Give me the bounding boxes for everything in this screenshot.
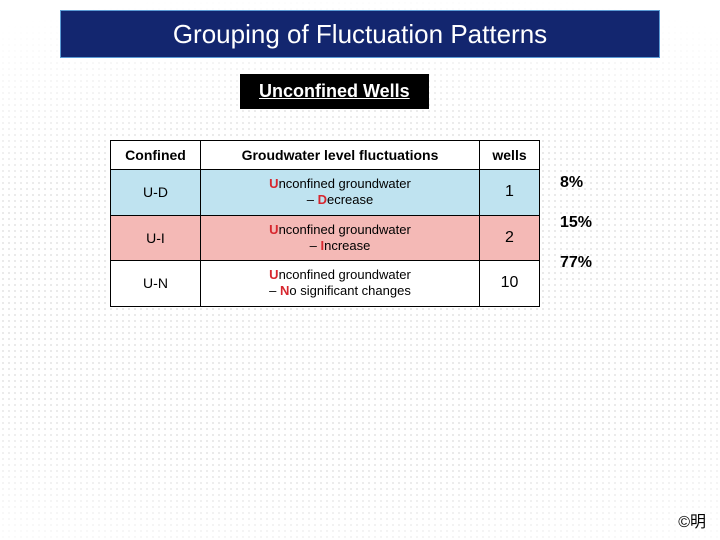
subtitle-box: Unconfined Wells xyxy=(240,74,429,109)
cell-code: U-N xyxy=(111,261,201,307)
th-fluctuations: Groudwater level fluctuations xyxy=(201,141,480,170)
title-bar: Grouping of Fluctuation Patterns xyxy=(60,10,660,58)
cell-wells: 10 xyxy=(480,261,540,307)
highlight-letter: U xyxy=(269,176,278,191)
desc-text: ecrease xyxy=(327,192,373,207)
th-confined: Confined xyxy=(111,141,201,170)
desc-dash: – xyxy=(269,283,280,298)
subtitle-text: Unconfined Wells xyxy=(259,81,410,101)
th-wells: wells xyxy=(480,141,540,170)
cell-wells: 2 xyxy=(480,215,540,261)
desc-text: nconfined groundwater xyxy=(279,267,411,282)
title-text: Grouping of Fluctuation Patterns xyxy=(173,19,547,50)
percent-row-0: 8% xyxy=(560,174,583,192)
table-header-row: Confined Groudwater level fluctuations w… xyxy=(111,141,540,170)
desc-text: ncrease xyxy=(324,238,370,253)
cell-description: Unconfined groundwater – No significant … xyxy=(201,261,480,307)
highlight-letter: D xyxy=(318,192,327,207)
cell-description: Unconfined groundwater – Increase xyxy=(201,215,480,261)
table-row: U-NUnconfined groundwater – No significa… xyxy=(111,261,540,307)
desc-dash: – xyxy=(307,192,318,207)
highlight-letter: U xyxy=(269,267,278,282)
cell-code: U-I xyxy=(111,215,201,261)
table-row: U-IUnconfined groundwater – Increase2 xyxy=(111,215,540,261)
desc-text: nconfined groundwater xyxy=(279,222,411,237)
cell-wells: 1 xyxy=(480,170,540,216)
table-row: U-DUnconfined groundwater – Decrease1 xyxy=(111,170,540,216)
percent-row-1: 15% xyxy=(560,214,592,232)
cell-description: Unconfined groundwater – Decrease xyxy=(201,170,480,216)
highlight-letter: N xyxy=(280,283,289,298)
cell-code: U-D xyxy=(111,170,201,216)
highlight-letter: U xyxy=(269,222,278,237)
desc-text: o significant changes xyxy=(289,283,410,298)
desc-dash: – xyxy=(310,238,321,253)
credit-text: ©明 xyxy=(678,508,706,532)
percent-row-2: 77% xyxy=(560,254,592,272)
classification-table: Confined Groudwater level fluctuations w… xyxy=(110,140,540,307)
desc-text: nconfined groundwater xyxy=(279,176,411,191)
